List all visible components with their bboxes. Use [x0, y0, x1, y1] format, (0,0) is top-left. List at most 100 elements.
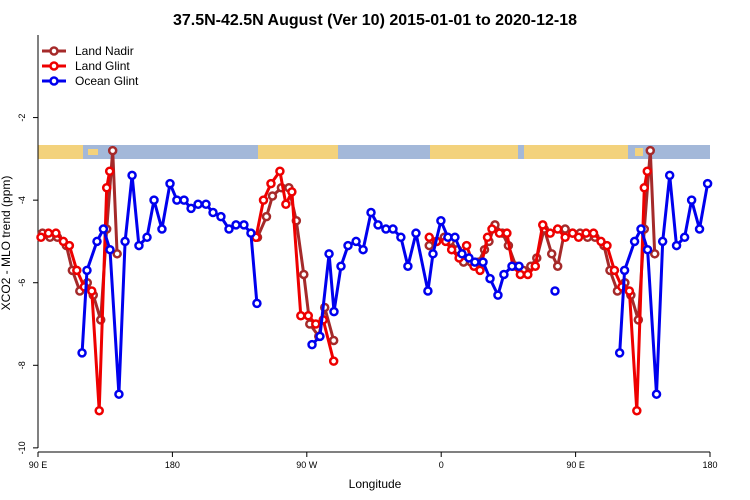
point: [224, 224, 234, 234]
point: [201, 199, 211, 210]
point: [105, 244, 115, 255]
point: [624, 286, 635, 296]
point: [239, 220, 249, 230]
point: [311, 319, 321, 329]
point: [457, 249, 467, 259]
point: [328, 335, 339, 346]
point: [98, 224, 109, 234]
point: [614, 348, 625, 358]
chart-title: 37.5N-42.5N August (Ver 10) 2015-01-01 t…: [173, 12, 577, 29]
point: [343, 240, 353, 251]
point: [388, 224, 398, 234]
point: [642, 166, 653, 176]
point: [581, 228, 591, 238]
x-axis-label: Longitude: [349, 477, 402, 491]
point: [82, 265, 92, 276]
point: [324, 249, 334, 259]
legend-marker: [49, 61, 59, 71]
point: [107, 145, 118, 156]
y-tick-label: -2: [17, 114, 27, 122]
x-tick-label: 0: [439, 460, 444, 470]
legend-marker: [49, 76, 59, 86]
point: [567, 228, 578, 238]
point: [639, 183, 650, 193]
point: [482, 232, 493, 243]
point: [36, 232, 46, 243]
point: [179, 195, 189, 205]
point: [58, 236, 69, 247]
point: [560, 224, 570, 234]
point: [101, 183, 112, 193]
point: [329, 306, 339, 317]
point: [328, 356, 339, 366]
point: [208, 207, 218, 218]
point: [478, 257, 488, 267]
point: [114, 389, 124, 399]
point: [92, 236, 102, 247]
point: [275, 166, 285, 176]
point: [231, 220, 241, 230]
point: [702, 178, 713, 189]
point: [64, 240, 75, 251]
point: [296, 311, 306, 321]
point: [679, 232, 690, 243]
x-tick-label: 90 W: [296, 460, 318, 470]
y-tick-label: -6: [17, 279, 27, 287]
point: [424, 232, 435, 243]
point: [120, 236, 130, 247]
point: [94, 405, 104, 416]
y-tick-label: -4: [17, 196, 27, 204]
point: [43, 228, 54, 238]
point: [446, 244, 457, 255]
point: [514, 261, 524, 271]
map-strip: [38, 145, 710, 159]
point: [450, 232, 460, 243]
point: [475, 265, 485, 276]
point: [694, 224, 705, 234]
legend-label: Ocean Glint: [75, 74, 139, 88]
point: [252, 298, 262, 309]
point: [72, 265, 82, 276]
point: [493, 290, 503, 300]
point: [657, 236, 668, 247]
point: [261, 211, 272, 222]
y-tick-label: -8: [17, 361, 27, 369]
point: [142, 232, 152, 243]
point: [366, 207, 376, 218]
point: [649, 249, 660, 259]
point: [671, 240, 682, 251]
legend-label: Land Nadir: [75, 44, 134, 58]
point: [651, 389, 662, 399]
point: [550, 286, 560, 296]
point: [287, 187, 297, 197]
point: [315, 331, 325, 342]
point: [281, 199, 291, 210]
point: [499, 269, 509, 280]
point: [428, 249, 438, 259]
legend-marker: [49, 46, 59, 56]
point: [636, 224, 646, 234]
point: [299, 269, 309, 280]
point: [523, 269, 533, 280]
point: [51, 228, 61, 238]
point: [515, 269, 526, 280]
point: [424, 240, 435, 251]
point: [461, 240, 472, 251]
point: [149, 195, 159, 205]
point: [157, 224, 167, 234]
point: [127, 170, 137, 181]
point: [104, 166, 115, 176]
point: [530, 261, 541, 271]
point: [423, 286, 433, 296]
point: [494, 228, 505, 238]
point: [487, 224, 497, 234]
point: [609, 265, 620, 276]
point: [307, 339, 317, 350]
legend-label: Land Glint: [75, 59, 130, 73]
point: [373, 220, 383, 230]
y-tick-label: -10: [17, 441, 27, 454]
point: [351, 236, 361, 247]
point: [502, 228, 512, 238]
x-tick-label: 180: [702, 460, 717, 470]
x-tick-label: 90 E: [29, 460, 48, 470]
